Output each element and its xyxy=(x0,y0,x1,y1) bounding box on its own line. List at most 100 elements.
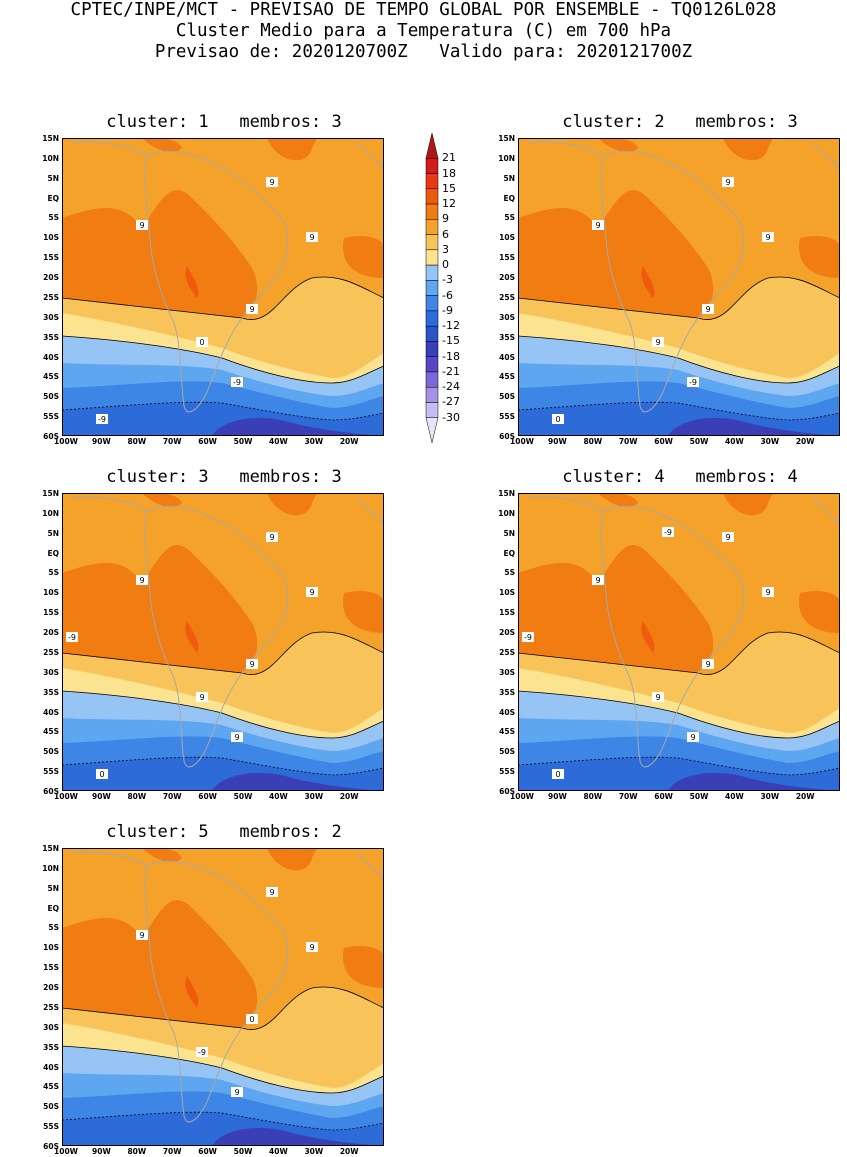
latitude-label: 5S xyxy=(504,568,515,578)
latitude-label: EQ xyxy=(503,193,516,203)
band-9-12-north2 xyxy=(723,138,773,161)
contour-label: 9 xyxy=(306,942,318,952)
header-line-3: Previsao de: 2020120700Z Valido para: 20… xyxy=(154,42,693,62)
latitude-label: 5N xyxy=(503,528,516,538)
south-america-outline xyxy=(144,860,289,1123)
contour-label: 9 xyxy=(702,659,714,669)
latitude-label: 55S xyxy=(499,767,515,777)
colorbar-label: 0 xyxy=(442,258,449,272)
svg-text:9: 9 xyxy=(234,733,239,742)
contour-0 xyxy=(518,335,840,384)
latitude-label: 10N xyxy=(498,508,515,518)
colorbar-top-arrow xyxy=(425,133,439,159)
band-9-12-east xyxy=(343,946,384,988)
svg-text:9: 9 xyxy=(249,305,254,314)
contour-9 xyxy=(62,631,384,675)
svg-text:0: 0 xyxy=(555,770,560,779)
longitude-label: 100W xyxy=(54,437,78,446)
svg-text:9: 9 xyxy=(269,178,274,187)
colorbar-label: -3 xyxy=(442,273,453,287)
longitude-label: 80W xyxy=(583,792,603,801)
longitude-label: 40W xyxy=(269,792,288,801)
latitude-label: 30S xyxy=(499,667,515,677)
longitude-label: 50W xyxy=(233,792,253,801)
africa-outline xyxy=(356,497,384,524)
latitude-label: EQ xyxy=(47,193,60,203)
latitude-label: 55S xyxy=(43,412,59,422)
south-america-outline xyxy=(144,505,289,768)
svg-text:9: 9 xyxy=(690,733,695,742)
band-12-15 xyxy=(185,266,199,298)
longitude-label: 30W xyxy=(304,437,324,446)
svg-text:9: 9 xyxy=(269,533,274,542)
band-m18-m15 xyxy=(212,772,384,791)
longitude-label: 80W xyxy=(127,792,147,801)
contour-label: 9 xyxy=(266,887,278,897)
band-9-12-east xyxy=(799,591,840,633)
band-9-12 xyxy=(518,189,714,318)
band-9-12-north2 xyxy=(267,848,317,871)
band-9-12-north xyxy=(142,138,182,153)
contour-label: 9 xyxy=(652,337,664,347)
latitude-label: 15N xyxy=(42,489,59,498)
svg-text:-9: -9 xyxy=(98,415,106,424)
cluster-title: cluster: 2 membros: 3 xyxy=(562,112,798,132)
temperature-map: 9 9 9 9 9 -9 0 xyxy=(518,138,840,436)
contour-label: 0 xyxy=(552,414,564,424)
latitude-label: 55S xyxy=(43,1122,59,1132)
longitude-label: 70W xyxy=(618,437,638,446)
longitude-label: 60W xyxy=(654,792,673,801)
latitude-label: 35S xyxy=(43,1042,59,1052)
contour-label: 9 xyxy=(762,587,774,597)
latitude-label: 10S xyxy=(43,233,59,243)
latitude-label: 50S xyxy=(499,392,515,402)
longitude-label: 70W xyxy=(618,792,638,801)
band-9-12-north2 xyxy=(723,493,773,516)
svg-text:9: 9 xyxy=(269,888,274,897)
colorbar-label: -27 xyxy=(442,395,460,409)
contour-label: -9 xyxy=(196,1047,208,1057)
latitude-label: 40S xyxy=(43,352,59,362)
latitude-label: 25S xyxy=(43,292,59,302)
longitude-label: 80W xyxy=(127,437,147,446)
band-9-12-east xyxy=(343,591,384,633)
latitude-label: 5N xyxy=(47,173,60,183)
cluster-title: cluster: 1 membros: 3 xyxy=(106,112,342,132)
latitude-label: 20S xyxy=(499,628,515,638)
longitude-label: 100W xyxy=(510,792,534,801)
band-9-12-east xyxy=(799,236,840,278)
colorbar-swatch xyxy=(425,188,439,205)
longitude-label: 40W xyxy=(725,437,744,446)
svg-text:9: 9 xyxy=(309,588,314,597)
longitude-label: 80W xyxy=(583,437,603,446)
latitude-label: 55S xyxy=(499,412,515,422)
latitude-label: 55S xyxy=(43,767,59,777)
longitude-label: 80W xyxy=(127,1147,147,1156)
south-america-outline xyxy=(600,505,745,768)
contour-0 xyxy=(62,335,384,384)
latitude-label: 30S xyxy=(43,312,59,322)
central-america-outline xyxy=(71,496,148,512)
cluster-title: cluster: 3 membros: 3 xyxy=(106,467,342,487)
svg-text:9: 9 xyxy=(139,221,144,230)
svg-text:0: 0 xyxy=(99,770,104,779)
contour-label: 9 xyxy=(762,232,774,242)
colorbar-swatch xyxy=(425,295,439,312)
band-12-15 xyxy=(641,621,655,653)
svg-text:-9: -9 xyxy=(198,1048,206,1057)
colorbar-swatch xyxy=(425,173,439,190)
latitude-label: 25S xyxy=(499,292,515,302)
contour-label: 9 xyxy=(246,304,258,314)
contour-0 xyxy=(62,1045,384,1094)
temperature-map: 9 9 9 0 -9 9 xyxy=(62,848,384,1146)
svg-text:9: 9 xyxy=(705,305,710,314)
colorbar-label: 6 xyxy=(442,227,449,241)
svg-text:9: 9 xyxy=(309,233,314,242)
latitude-label: 5S xyxy=(48,213,59,223)
longitude-label: 30W xyxy=(304,1147,324,1156)
longitude-label: 40W xyxy=(269,1147,288,1156)
colorbar-label: 3 xyxy=(442,242,449,256)
africa-outline xyxy=(356,852,384,879)
colorbar-label: 21 xyxy=(442,151,456,165)
svg-text:0: 0 xyxy=(555,415,560,424)
